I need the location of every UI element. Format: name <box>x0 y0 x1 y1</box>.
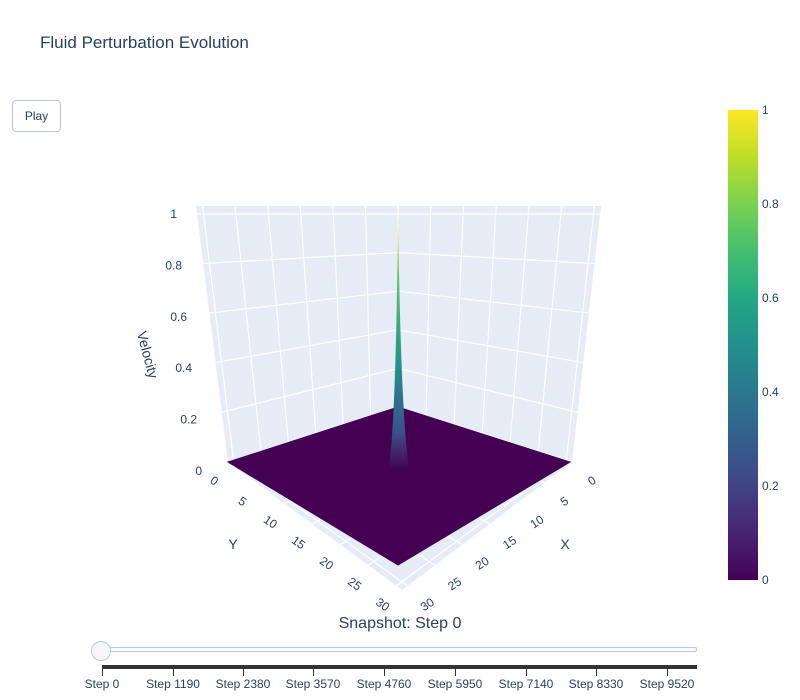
x-tick-label: 15 <box>500 533 519 552</box>
grid-line <box>565 205 596 461</box>
slider-step-tick <box>526 669 527 676</box>
grid-line <box>364 205 372 416</box>
back-wall-left <box>196 206 398 462</box>
grid-line <box>201 205 235 461</box>
colorbar-tick-label: 0.6 <box>762 291 779 305</box>
y-tick-label: 25 <box>345 574 364 593</box>
z-axis-ticks: 0 0.2 0.4 0.6 0.8 1 <box>165 207 202 478</box>
slider-step-label[interactable]: Step 3570 <box>285 677 341 691</box>
colorbar-tick-label: 0.2 <box>762 479 779 493</box>
slider-step-tick <box>455 669 456 676</box>
grid-line <box>332 205 344 425</box>
slider-step-label[interactable]: Step 0 <box>84 677 120 691</box>
grid-line <box>221 367 399 413</box>
surface-peak <box>389 214 409 470</box>
grid-line <box>299 205 317 434</box>
surface-base <box>226 406 572 566</box>
grid-line <box>397 329 585 364</box>
slider-step-label[interactable]: Step 1190 <box>146 677 200 691</box>
grid-line <box>397 367 579 413</box>
slider-step-tick <box>102 669 103 676</box>
z-tick-label: 0.4 <box>175 361 192 375</box>
z-axis-title: Velocity <box>134 329 162 380</box>
play-button[interactable]: Play <box>12 100 61 132</box>
grid-line <box>425 205 432 416</box>
grid-line <box>537 205 563 452</box>
slider-step-label[interactable]: Step 5950 <box>427 677 483 691</box>
slider-step-tick <box>384 669 385 676</box>
y-tick-label: 10 <box>261 512 280 531</box>
x-tick-label: 0 <box>585 473 598 489</box>
y-axis-title: Y <box>228 536 238 552</box>
grid-line <box>397 290 590 314</box>
slider-step-label[interactable]: Step 8330 <box>568 677 624 691</box>
slider-step-tick <box>243 669 244 676</box>
x-tick-label: 20 <box>473 554 492 573</box>
x-axis-title: X <box>560 536 570 552</box>
grid-line <box>453 205 465 425</box>
grid-line <box>234 205 262 452</box>
slider-step-label[interactable]: Step 2380 <box>215 677 271 691</box>
chart-title: Fluid Perturbation Evolution <box>40 33 249 52</box>
grid-line <box>208 290 399 314</box>
z-tick-label: 0.6 <box>170 310 187 324</box>
x-tick-label: 25 <box>445 574 464 593</box>
x-tick-label: 30 <box>418 595 437 614</box>
grid-line <box>201 252 399 265</box>
grid-line <box>481 205 497 434</box>
z-tick-label: 0 <box>195 464 202 478</box>
colorbar-ticks: 0 0.2 0.4 0.6 0.8 1 <box>762 103 779 587</box>
z-tick-label: 0.8 <box>165 258 182 272</box>
z-tick-label: 1 <box>170 207 177 221</box>
slider-handle[interactable] <box>91 641 111 661</box>
y-tick-label: 15 <box>289 533 308 552</box>
colorbar-tick-label: 0 <box>762 573 769 587</box>
slider-tick-bar <box>102 665 697 669</box>
y-tick-label: 5 <box>236 494 250 509</box>
x-tick-label: 5 <box>558 493 571 509</box>
z-tick-label: 0.2 <box>180 413 197 427</box>
colorbar-tick-label: 0.4 <box>762 385 779 399</box>
x-tick-label: 10 <box>528 512 547 531</box>
slider-current-label: Snapshot: Step 0 <box>338 615 462 632</box>
slider-step-tick <box>596 669 597 676</box>
grid-line <box>267 205 289 443</box>
colorbar <box>728 110 758 580</box>
grid-line <box>509 205 530 443</box>
slider-step-tick <box>313 669 314 676</box>
slider-step-tick <box>173 669 174 676</box>
slider-step-tick <box>667 669 668 676</box>
colorbar-tick-label: 0.8 <box>762 197 779 211</box>
y-tick-label: 0 <box>208 473 222 488</box>
slider-step-label[interactable]: Step 4760 <box>356 677 412 691</box>
grid-line <box>397 252 596 265</box>
slider-step-label[interactable]: Step 9520 <box>639 677 695 691</box>
slider-step-label[interactable]: Step 7140 <box>498 677 554 691</box>
grid-line <box>214 329 399 364</box>
back-wall-right <box>398 206 601 462</box>
colorbar-tick-label: 1 <box>762 103 769 117</box>
y-tick-label: 20 <box>317 554 336 573</box>
slider-rail[interactable] <box>100 647 697 652</box>
y-tick-label: 30 <box>373 595 392 614</box>
